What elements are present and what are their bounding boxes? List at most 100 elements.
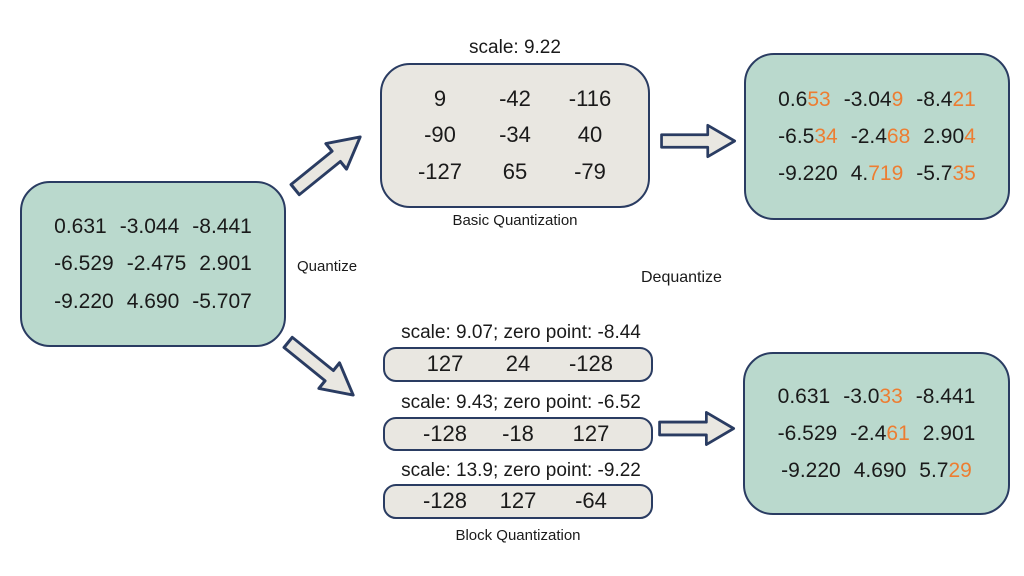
matrix-cell: -2.461 (850, 421, 910, 446)
matrix-row: -6.534 -2.468 2.904 (778, 124, 976, 149)
digits: -3.04 (843, 87, 892, 111)
matrix-cell: -2.475 (127, 251, 187, 276)
matrix-row: -128 127 -64 (409, 488, 628, 514)
matrix-row: 9 -42 -116 (403, 86, 628, 112)
matrix-cell: 5.729 (919, 458, 972, 483)
block-scale-label-2: scale: 13.9; zero point: -9.22 (401, 460, 641, 481)
matrix-row: -9.220 4.690 -5.707 (54, 289, 252, 314)
matrix-cell: -9.220 (781, 458, 841, 483)
digits: -8.441 (192, 215, 252, 239)
matrix-cell: 0.653 (778, 87, 831, 112)
digits: 2.90 (923, 124, 965, 148)
digits: -34 (499, 122, 531, 148)
block-scale-label-1: scale: 9.43; zero point: -6.52 (401, 392, 641, 413)
basic-dequantized-matrix-box: 0.653 -3.049 -8.421 -6.534 -2.468 2.904 -9.220… (744, 53, 1010, 220)
arrow-right-icon (660, 119, 737, 163)
digits: 127 (426, 351, 464, 377)
matrix-cell: -5.707 (192, 289, 252, 314)
digits: -9.220 (54, 289, 114, 313)
matrix-cell: -6.529 (54, 251, 114, 276)
matrix-cell: 127 (555, 421, 628, 447)
matrix-row: 127 24 -128 (409, 351, 628, 377)
basic-scale-label: scale: 9.22 (469, 37, 561, 58)
matrix-cell: 4.690 (854, 458, 907, 483)
changed-digits: 35 (952, 162, 976, 186)
matrix-row: -9.220 4.690 5.729 (781, 458, 972, 483)
matrix-cell: -6.534 (778, 124, 838, 149)
matrix-cell: -79 (553, 159, 628, 185)
changed-digits: 21 (952, 87, 976, 111)
digits: -6.529 (54, 252, 114, 276)
digits: -127 (417, 158, 463, 184)
matrix-cell: 127 (409, 351, 482, 377)
digits: -128 (422, 488, 468, 514)
digits: 40 (577, 122, 603, 148)
changed-digits: 4 (964, 124, 976, 148)
block-scale-label-0: scale: 9.07; zero point: -8.44 (401, 322, 641, 343)
matrix-cell: 2.901 (923, 421, 976, 446)
matrix-cell: -3.044 (120, 214, 180, 239)
digits: -2.4 (850, 421, 887, 445)
matrix-cell: -9.220 (778, 161, 838, 186)
matrix-cell: 2.901 (199, 251, 252, 276)
matrix-row: 0.631 -3.033 -8.441 (778, 384, 976, 409)
matrix-row: -128 -18 127 (409, 421, 628, 447)
matrix-cell: -34 (478, 122, 553, 148)
quantize-label: Quantize (297, 258, 358, 275)
matrix-cell: 0.631 (778, 384, 831, 409)
matrix-cell: 2.904 (923, 124, 976, 149)
matrix-cell: 40 (553, 122, 628, 148)
block-quantized-row-2: -128 127 -64 (383, 484, 653, 519)
basic-quantized-matrix-box: 9 -42 -116 -90 -34 40 -127 65 -79 (380, 63, 650, 208)
matrix-cell: -6.529 (778, 421, 838, 446)
digits: 127 (499, 488, 537, 514)
changed-digits: 34 (814, 124, 838, 148)
digits: 127 (572, 420, 610, 446)
matrix-cell: 0.631 (54, 214, 107, 239)
digits: -128 (422, 420, 468, 446)
original-matrix-box: 0.631 -3.044 -8.441 -6.529 -2.475 2.901 -9.220… (20, 181, 286, 347)
digits: 24 (505, 351, 531, 377)
matrix-cell: -2.468 (851, 124, 911, 149)
matrix-cell: 127 (482, 488, 555, 514)
digits: -6.5 (778, 124, 815, 148)
digits: 4.690 (126, 289, 180, 313)
digits: -128 (568, 351, 614, 377)
matrix-cell: -8.441 (916, 384, 976, 409)
digits: -3.044 (119, 215, 180, 239)
matrix-cell: -127 (403, 159, 478, 185)
digits: -2.475 (126, 252, 187, 276)
matrix-cell: -42 (478, 86, 553, 112)
matrix-cell: -64 (555, 488, 628, 514)
digits: 0.631 (54, 215, 107, 239)
matrix-cell: -128 (409, 421, 482, 447)
arrow-down-right-icon (272, 323, 369, 414)
digits: -5.7 (916, 162, 953, 186)
matrix-cell: -5.735 (916, 161, 976, 186)
digits: 0.631 (777, 384, 831, 408)
matrix-cell: -128 (409, 488, 482, 514)
digits: 4. (850, 162, 869, 186)
changed-digits: 719 (868, 162, 904, 186)
digits: 2.901 (199, 252, 252, 276)
matrix-cell: 9 (403, 86, 478, 112)
matrix-cell: 24 (482, 351, 555, 377)
digits: -6.529 (777, 421, 838, 445)
matrix-row: -6.529 -2.475 2.901 (54, 251, 252, 276)
digits: 65 (502, 158, 528, 184)
digits: -18 (502, 420, 534, 446)
matrix-cell: -9.220 (54, 289, 114, 314)
digits: -9.220 (778, 162, 838, 186)
changed-digits: 29 (948, 459, 972, 483)
changed-digits: 33 (879, 384, 903, 408)
matrix-cell: -8.441 (192, 214, 252, 239)
digits: 9 (433, 85, 447, 111)
arrow-right-icon (658, 406, 736, 451)
digits: -42 (499, 85, 531, 111)
dequantize-label: Dequantize (641, 269, 722, 286)
matrix-row: 0.653 -3.049 -8.421 (778, 87, 976, 112)
block-quantized-row-0: 127 24 -128 (383, 347, 653, 382)
changed-digits: 68 (886, 124, 911, 148)
block-quantized-row-1: -128 -18 127 (383, 417, 653, 451)
digits: 2.901 (922, 421, 976, 445)
